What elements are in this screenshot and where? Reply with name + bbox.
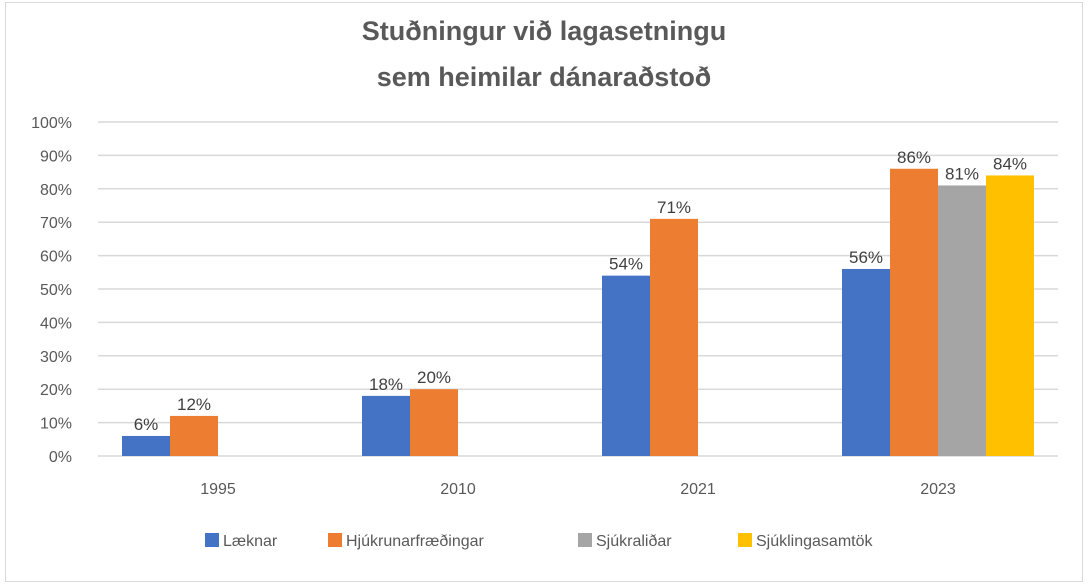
data-label: 86% [897,148,931,167]
x-tick-label: 2021 [680,481,716,498]
y-tick-label: 20% [40,382,72,399]
legend-swatch [205,533,219,547]
bar [650,218,698,456]
bar [602,275,650,456]
legend-label: Læknar [223,533,278,550]
chart-title-line-1: Stuðningur við lagasetningu [362,16,727,46]
data-label: 81% [945,164,979,183]
bar [890,168,938,456]
bar [842,268,890,456]
y-tick-label: 70% [40,215,72,232]
data-label: 56% [849,248,883,267]
y-tick-label: 50% [40,282,72,299]
y-tick-label: 0% [49,449,72,466]
chart-border [5,2,1083,582]
bar [362,395,410,456]
bar [986,175,1034,456]
x-tick-label: 2010 [440,481,476,498]
bar [938,185,986,456]
data-label: 84% [993,154,1027,173]
chart-title-line-2: sem heimilar dánaraðstoð [377,62,712,92]
legend-label: Hjúkrunarfræðingar [346,533,485,550]
data-label: 71% [657,198,691,217]
legend-swatch [738,533,752,547]
y-tick-label: 80% [40,182,72,199]
x-tick-label: 1995 [200,481,236,498]
legend-swatch [578,533,592,547]
data-label: 18% [369,375,403,394]
y-tick-label: 90% [40,148,72,165]
data-label: 54% [609,255,643,274]
legend-label: Sjúkraliðar [596,533,672,550]
data-label: 20% [417,368,451,387]
y-tick-label: 10% [40,416,72,433]
bar [122,435,170,456]
legend-swatch [328,533,342,547]
data-label: 12% [177,395,211,414]
legend-label: Sjúklingasamtök [756,533,874,550]
bar [410,389,458,456]
y-tick-label: 60% [40,249,72,266]
x-tick-label: 2023 [920,481,956,498]
bar [170,415,218,456]
y-tick-label: 40% [40,315,72,332]
data-label: 6% [134,415,159,434]
y-tick-label: 100% [31,115,72,132]
y-tick-label: 30% [40,349,72,366]
